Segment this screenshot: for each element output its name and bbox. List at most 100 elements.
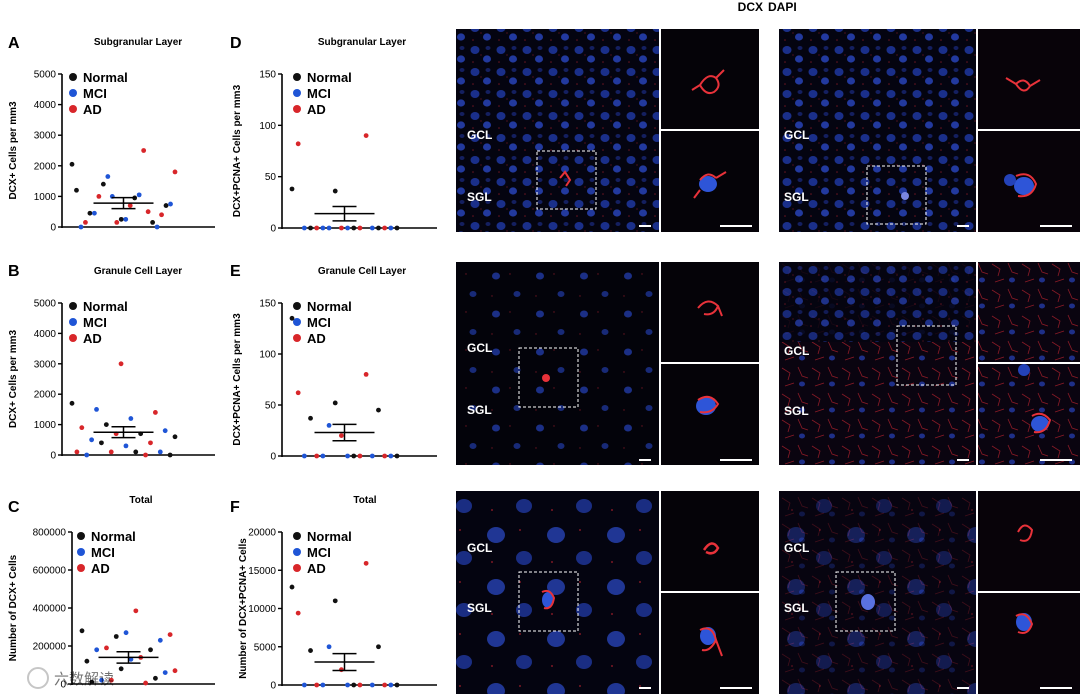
y-tick-label: 0: [50, 223, 56, 234]
chart-title: Subgranular Layer: [94, 37, 182, 48]
data-point-ad: [79, 425, 85, 431]
data-point-mci: [345, 225, 350, 231]
data-point-normal: [308, 648, 313, 653]
data-point-normal: [133, 449, 139, 455]
gcl-label: GCL: [467, 341, 492, 355]
legend-marker-ad: [69, 105, 77, 113]
legend-marker-mci: [69, 318, 77, 326]
data-point-normal: [172, 434, 178, 440]
data-point-normal: [74, 187, 79, 193]
legend-label-ad: AD: [307, 331, 326, 346]
y-axis-label: DCX+PCNA+ Cells per mm3: [232, 313, 243, 446]
micrograph-r2-inset-top-right: [978, 262, 1080, 362]
y-axis-label: Number of DCX+PCNA+ Cells: [238, 538, 249, 679]
data-point-normal: [332, 400, 338, 406]
chart-title: Subgranular Layer: [318, 37, 406, 48]
legend-label-ad: AD: [307, 561, 326, 576]
data-point-normal: [394, 453, 400, 459]
data-point-normal: [103, 422, 109, 427]
data-point-ad: [74, 449, 80, 455]
y-tick-label: 0: [270, 681, 276, 692]
legend-label-mci: MCI: [307, 315, 331, 330]
data-point-normal: [79, 628, 85, 634]
legend-marker-mci: [293, 89, 301, 97]
legend-marker-normal: [293, 73, 301, 81]
data-point-ad: [357, 682, 363, 688]
data-point-ad: [104, 645, 109, 651]
legend-marker-mci: [293, 548, 301, 556]
data-point-mci: [162, 428, 168, 434]
scale-bar: [639, 225, 651, 227]
y-tick-label: 600000: [33, 566, 67, 577]
y-tick-label: 4000: [34, 329, 57, 340]
data-point-mci: [388, 453, 394, 459]
y-tick-label: 10000: [248, 604, 276, 615]
y-axis-label: DCX+ Cells per mm3: [8, 330, 19, 429]
data-point-mci: [168, 201, 173, 207]
data-point-normal: [376, 644, 381, 650]
data-point-normal: [332, 188, 338, 194]
y-tick-label: 100: [259, 350, 276, 361]
data-point-normal: [118, 216, 124, 222]
y-tick-label: 0: [50, 451, 56, 462]
y-tick-label: 3000: [34, 131, 57, 142]
y-tick-label: 2000: [34, 390, 57, 401]
data-point-ad: [145, 209, 151, 215]
y-tick-label: 1000: [34, 420, 57, 431]
data-point-ad: [133, 608, 139, 614]
data-point-normal: [69, 161, 75, 167]
data-point-mci: [369, 225, 375, 231]
data-point-mci: [345, 682, 350, 688]
gcl-label: GCL: [467, 128, 492, 142]
micrograph-r2-inset-bottom-right: [978, 364, 1080, 465]
data-point-ad: [295, 141, 301, 147]
legend-label-normal: Normal: [83, 299, 128, 314]
panel-letter-c: C: [8, 499, 20, 516]
legend-label-mci: MCI: [83, 86, 107, 101]
chart-title: Total: [129, 495, 152, 506]
legend-label-normal: Normal: [91, 529, 136, 544]
y-tick-label: 50: [265, 401, 277, 412]
chart-c: Total 0 200000 400000 600000 800000 Number of …: [8, 495, 215, 691]
sgl-label: SGL: [467, 190, 492, 204]
data-point-mci: [105, 174, 111, 179]
panel-letter-b: B: [8, 263, 20, 280]
legend-label-ad: AD: [307, 102, 326, 117]
micrograph-r3-inset-bottom-right: [978, 593, 1080, 694]
legend-marker-mci: [293, 318, 301, 326]
micrograph-r3-overview-left: [456, 491, 659, 694]
micrograph-row-2: GCL SGL GCL SGL: [456, 262, 1080, 465]
data-point-normal: [376, 407, 381, 413]
data-point-ad: [141, 148, 147, 153]
data-point-ad: [314, 453, 320, 459]
data-point-ad: [172, 668, 178, 674]
data-point-ad: [339, 433, 344, 438]
data-point-ad: [295, 390, 301, 396]
data-point-mci: [128, 416, 134, 421]
data-point-mci: [301, 682, 307, 688]
data-point-normal: [394, 225, 400, 231]
data-point-ad: [118, 361, 124, 367]
data-point-mci: [123, 216, 129, 222]
y-tick-label: 20000: [248, 528, 276, 539]
legend-label-ad: AD: [83, 102, 102, 117]
data-point-mci: [123, 630, 129, 636]
data-point-mci: [369, 682, 375, 688]
chart-e: Granule Cell Layer 0 50 100 150 DCX+PCNA+ Cel…: [232, 266, 437, 463]
legend-marker-ad: [293, 334, 301, 342]
legend-label-normal: Normal: [307, 70, 352, 85]
data-point-normal: [99, 440, 104, 446]
data-point-mci: [320, 225, 326, 231]
data-point-ad: [108, 677, 114, 683]
y-tick-label: 50: [265, 172, 277, 183]
legend-marker-normal: [69, 302, 77, 310]
y-tick-label: 150: [259, 299, 276, 310]
sgl-label: SGL: [784, 190, 809, 204]
data-point-mci: [154, 224, 160, 230]
y-tick-label: 5000: [34, 70, 57, 81]
watermark: 六数解读: [27, 667, 114, 689]
data-point-mci: [326, 423, 332, 428]
data-point-ad: [127, 203, 133, 208]
data-point-normal: [394, 682, 400, 688]
